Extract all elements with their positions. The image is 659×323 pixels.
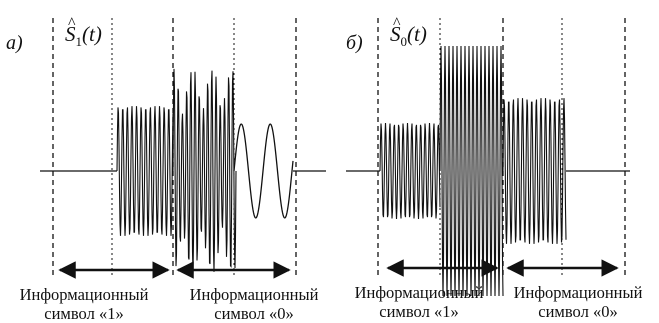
panel-b-signal-label: ^ S0(t) <box>390 15 427 50</box>
panel-b-symbol-1-caption: Информационный символ «1» <box>340 283 498 321</box>
panel-a-signal-index: 1 <box>75 34 83 50</box>
waveform-a-low-frequency-tail <box>233 123 294 219</box>
panel-a-letter: а) <box>6 32 23 54</box>
panel-a-signal-arg: (t) <box>82 22 102 46</box>
panel-a-signal-hat: ^ <box>68 15 76 32</box>
panel-b-signal-hat: ^ <box>393 15 401 32</box>
panel-b-signal-name: S <box>390 22 401 46</box>
panel-a-symbol-2-caption: Информационный символ «0» <box>174 285 334 323</box>
waveform-a-symbol-0-beat <box>172 68 237 274</box>
waveform-a-symbol-1-burst <box>116 106 174 236</box>
panel-a-symbol-2-line2: символ «0» <box>214 304 294 323</box>
panel-b-signal-index: 0 <box>400 34 408 50</box>
panel-a-symbol-1-line1: Информационный <box>19 285 149 304</box>
panel-a-signal-name: S <box>65 22 76 46</box>
panel-a-signal-label: ^ S1(t) <box>65 15 102 50</box>
panel-b-signal-arg: (t) <box>407 22 427 46</box>
panel-b-symbol-2-line2: символ «0» <box>538 302 618 321</box>
panel-b-letter: б) <box>346 32 363 54</box>
waveform-b-symbol-1-part-1 <box>379 122 441 220</box>
panel-b-symbol-2-line1: Информационный <box>513 283 643 302</box>
waveform-b-symbol-1-part-2 <box>439 45 504 297</box>
panel-a-symbol-1-caption: Информационный символ «1» <box>10 285 158 323</box>
panel-a-symbol-2-line1: Информационный <box>189 285 319 304</box>
panel-b-symbol-1-line2: символ «1» <box>379 302 459 321</box>
waveform-b-symbol-0 <box>502 98 567 244</box>
panel-a-symbol-1-line2: символ «1» <box>44 304 124 323</box>
panel-b-symbol-1-line1: Информационный <box>354 283 484 302</box>
panel-b-symbol-2-caption: Информационный символ «0» <box>500 283 656 321</box>
